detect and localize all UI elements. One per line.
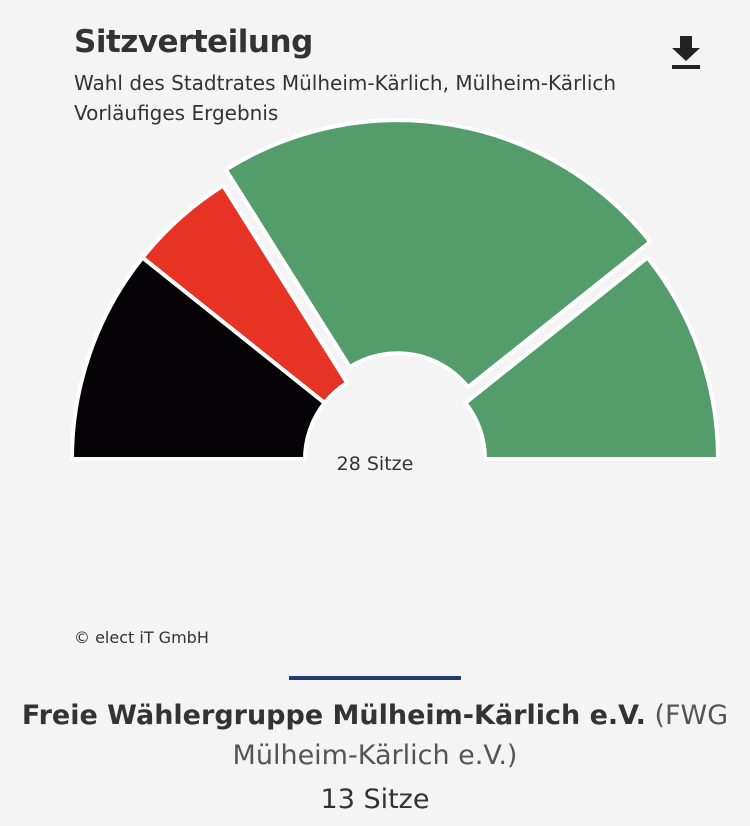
download-icon [672, 36, 700, 69]
selected-party-label: Freie Wählergruppe Mülheim-Kärlich e.V. … [20, 696, 730, 776]
chart-subtitle-line1: Wahl des Stadtrates Mülheim-Kärlich, Mül… [74, 71, 617, 95]
chart-title: Sitzverteilung [74, 24, 313, 60]
credits-text: © elect iT GmbH [74, 628, 209, 647]
selected-party-abbr: (FWG Mülheim-Kärlich e.V.) [232, 700, 729, 771]
seat-slice-3[interactable] [223, 118, 653, 390]
seat-slice-4[interactable] [463, 255, 720, 461]
chart-subtitle-line2: Vorläufiges Ergebnis [74, 101, 279, 125]
download-button[interactable] [664, 32, 708, 76]
seat-slice-0[interactable] [70, 255, 327, 461]
seat-slice-1[interactable] [140, 183, 350, 405]
selected-party-seats: 13 Sitze [320, 784, 430, 815]
chart-subtitle: Wahl des Stadtrates Mülheim-Kärlich, Mül… [74, 68, 616, 128]
chart-center-label: 28 Sitze [337, 453, 414, 475]
selected-party-name: Freie Wählergruppe Mülheim-Kärlich e.V. [21, 700, 646, 731]
seat-distribution-chart: 28 Sitze [70, 118, 720, 475]
selection-divider [289, 676, 461, 680]
